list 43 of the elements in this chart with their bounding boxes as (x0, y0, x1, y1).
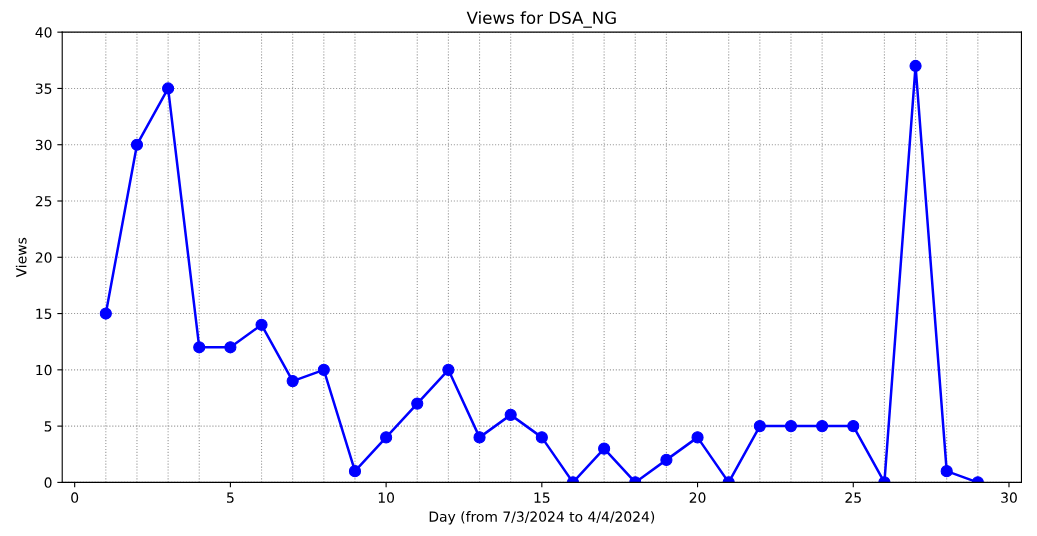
y-tick-label: 25 (35, 195, 52, 207)
point (162, 82, 175, 95)
point (909, 59, 922, 72)
point (847, 420, 860, 433)
point (504, 408, 517, 421)
point (940, 465, 953, 478)
point (753, 420, 766, 433)
y-tick-label: 10 (36, 364, 52, 376)
point (691, 431, 704, 444)
y-tick-label: 15 (36, 308, 52, 320)
point (473, 431, 486, 444)
point (380, 431, 393, 444)
y-axis-title: Views (15, 237, 27, 278)
x-tick-label: 0 (71, 492, 79, 503)
point (130, 138, 144, 151)
y-tick-label: 5 (44, 421, 52, 432)
y-tick-label: 20 (35, 252, 52, 263)
point (442, 363, 455, 376)
point (317, 363, 330, 376)
x-tick-label: 20 (689, 492, 706, 503)
point (224, 341, 237, 354)
point (99, 307, 112, 320)
point (816, 420, 829, 433)
point (598, 442, 611, 455)
x-tick-label: 25 (845, 492, 861, 503)
x-axis-title: Day (from 7/3/2024 to 4/4/2024) (429, 511, 655, 525)
point (784, 420, 798, 433)
chart-title: Views for DSA_NG (466, 11, 616, 28)
y-tick-label: 35 (35, 83, 52, 94)
x-tick-label: 10 (378, 492, 395, 503)
y-tick-label: 40 (35, 27, 52, 38)
y-tick-label: 0 (44, 477, 52, 488)
point (286, 375, 299, 388)
x-tick-label: 15 (534, 492, 550, 503)
x-tick-label: 5 (227, 492, 234, 503)
point (411, 397, 424, 410)
y-tick-label: 30 (35, 139, 52, 151)
point (255, 318, 268, 331)
point (660, 453, 673, 466)
x-tick-label: 30 (1001, 492, 1017, 503)
point (535, 431, 548, 444)
point (193, 341, 206, 354)
point (348, 465, 362, 478)
